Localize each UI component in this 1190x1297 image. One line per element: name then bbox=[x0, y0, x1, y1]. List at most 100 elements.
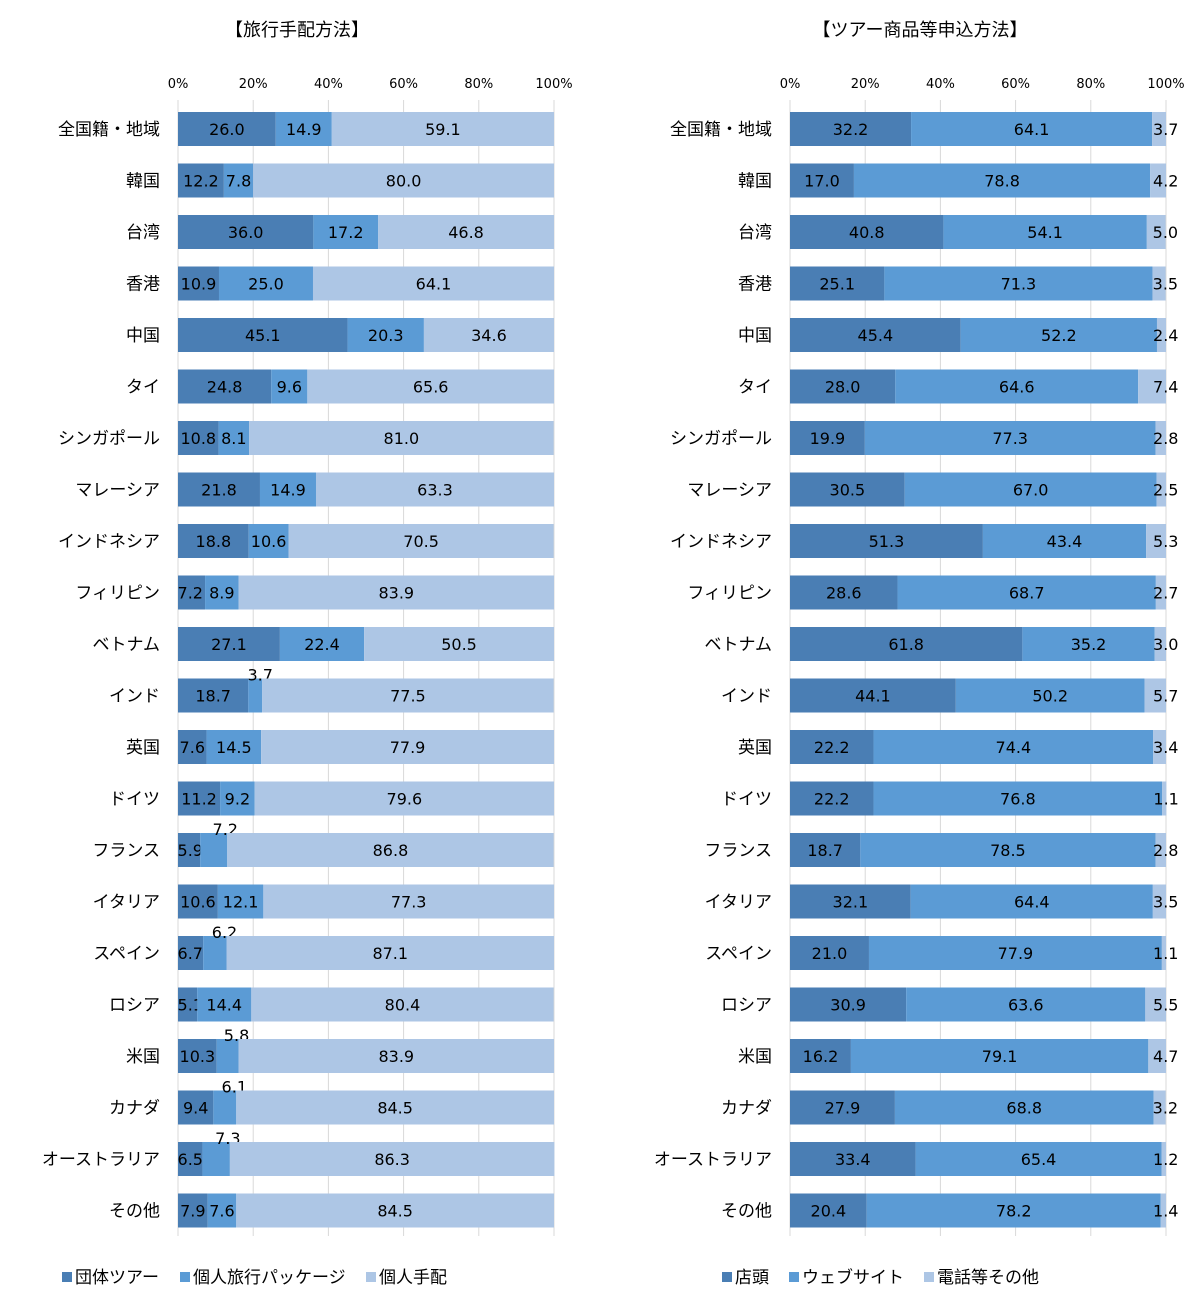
bar-segment bbox=[178, 369, 272, 404]
data-label: 77.9 bbox=[998, 944, 1034, 963]
data-label: 12.1 bbox=[223, 893, 259, 912]
data-label: 64.1 bbox=[416, 275, 452, 294]
data-label: 10.6 bbox=[251, 532, 287, 551]
bar-segment bbox=[178, 163, 224, 198]
bar-segment bbox=[873, 781, 1163, 816]
data-label: 30.9 bbox=[830, 996, 866, 1015]
category-label: 米国 bbox=[126, 1047, 160, 1067]
data-label: 8.1 bbox=[221, 429, 246, 448]
bar-segment bbox=[790, 112, 912, 146]
data-label: 7.6 bbox=[180, 738, 205, 757]
bar-segment bbox=[378, 215, 554, 249]
data-label: 36.0 bbox=[228, 223, 264, 242]
data-label: 5.7 bbox=[1153, 687, 1178, 706]
category-label: 台湾 bbox=[738, 223, 772, 243]
data-label: 71.3 bbox=[1001, 275, 1037, 294]
x-tick-label: 20% bbox=[239, 77, 268, 92]
bar-segment bbox=[1160, 1193, 1166, 1228]
bar-segment bbox=[236, 1193, 554, 1228]
bar-segment bbox=[178, 781, 221, 816]
data-label: 6.7 bbox=[178, 944, 203, 963]
x-tick-label: 100% bbox=[1147, 77, 1184, 92]
data-label: 3.4 bbox=[1153, 738, 1178, 757]
bar-segment bbox=[790, 318, 961, 352]
data-label: 17.0 bbox=[804, 172, 840, 191]
data-label: 22.2 bbox=[814, 790, 850, 809]
bar-segment bbox=[197, 987, 252, 1022]
bar-segment bbox=[911, 112, 1153, 146]
category-label: シンガポール bbox=[58, 429, 160, 449]
legend-label: 店頭 bbox=[735, 1268, 769, 1288]
bar-segment bbox=[864, 421, 1156, 455]
data-label: 24.8 bbox=[207, 378, 243, 397]
bar-segment bbox=[178, 318, 348, 352]
data-label: 14.9 bbox=[270, 481, 306, 500]
bar-segment bbox=[790, 421, 865, 455]
bar-segment bbox=[790, 266, 885, 301]
data-label: 9.6 bbox=[277, 378, 302, 397]
chart-title: 【ツアー商品等申込方法】 bbox=[813, 20, 1028, 41]
data-label: 64.4 bbox=[1014, 893, 1050, 912]
category-label: 中国 bbox=[126, 326, 160, 346]
category-label: フィリピン bbox=[687, 584, 772, 604]
data-label: 67.0 bbox=[1013, 481, 1049, 500]
x-tick-label: 0% bbox=[780, 77, 801, 92]
bar-segment bbox=[248, 678, 263, 713]
data-label: 22.2 bbox=[814, 738, 850, 757]
category-label: 香港 bbox=[738, 275, 772, 295]
data-label: 78.2 bbox=[996, 1202, 1032, 1221]
bar-segment bbox=[178, 524, 249, 558]
data-label: 28.0 bbox=[825, 378, 861, 397]
data-label: 27.9 bbox=[825, 1099, 861, 1118]
category-label: ベトナム bbox=[93, 635, 161, 655]
bar-segment bbox=[279, 627, 365, 661]
bar-segment bbox=[1155, 575, 1166, 610]
bar-segment bbox=[218, 421, 250, 455]
bar-segment bbox=[364, 627, 554, 661]
bar-segment bbox=[790, 833, 861, 867]
x-tick-label: 20% bbox=[851, 77, 880, 92]
data-label: 5.9 bbox=[178, 841, 203, 860]
data-label: 22.4 bbox=[304, 635, 340, 654]
data-label: 19.9 bbox=[810, 429, 846, 448]
data-label: 8.9 bbox=[209, 584, 234, 603]
bar-segment bbox=[216, 1039, 239, 1073]
data-label: 18.7 bbox=[195, 687, 231, 706]
data-label: 64.1 bbox=[1014, 120, 1050, 139]
category-label: イタリア bbox=[705, 893, 772, 913]
data-label: 2.7 bbox=[1153, 584, 1178, 603]
category-label: インドネシア bbox=[670, 532, 772, 552]
category-label: 英国 bbox=[738, 738, 772, 758]
data-label: 4.2 bbox=[1153, 172, 1178, 191]
data-label: 7.2 bbox=[178, 584, 203, 603]
bar-segment bbox=[178, 884, 218, 919]
bar-segment bbox=[1152, 266, 1166, 301]
data-label: 20.4 bbox=[811, 1202, 847, 1221]
data-label: 26.0 bbox=[209, 120, 245, 139]
data-label: 63.3 bbox=[417, 481, 453, 500]
bar-segment bbox=[1152, 884, 1166, 919]
bar-segment bbox=[790, 627, 1023, 661]
category-label: ベトナム bbox=[705, 635, 773, 655]
bar-segment bbox=[178, 627, 280, 661]
data-label: 12.2 bbox=[183, 172, 219, 191]
data-label: 68.7 bbox=[1009, 584, 1045, 603]
bar-segment bbox=[423, 318, 554, 352]
data-label: 5.1 bbox=[178, 996, 203, 1015]
bar-segment bbox=[253, 163, 554, 198]
data-label: 83.9 bbox=[378, 584, 414, 603]
bar-segment bbox=[906, 987, 1146, 1022]
category-label: ドイツ bbox=[721, 790, 772, 810]
category-label: 英国 bbox=[126, 738, 160, 758]
bar-segment bbox=[331, 112, 554, 146]
bar-segment bbox=[897, 575, 1156, 610]
bar-segment bbox=[1153, 730, 1166, 764]
bar-segment bbox=[790, 472, 905, 507]
category-label: 中国 bbox=[738, 326, 772, 346]
data-label: 1.2 bbox=[1153, 1150, 1178, 1169]
bar-segment bbox=[895, 369, 1139, 404]
legend-swatch bbox=[722, 1272, 732, 1282]
category-label: フランス bbox=[704, 841, 772, 861]
category-label: インド bbox=[109, 687, 160, 707]
